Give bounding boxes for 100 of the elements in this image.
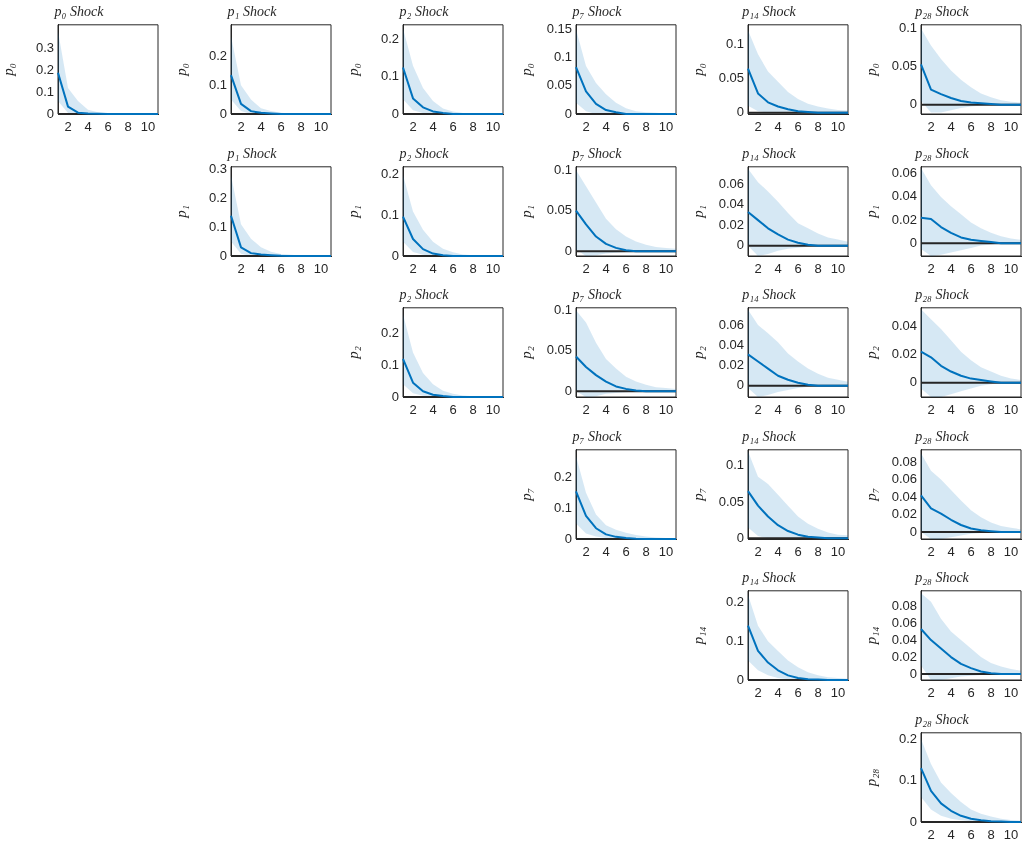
x-tick-label: 10 <box>1003 826 1019 842</box>
y-tick-label: 0 <box>46 105 54 121</box>
y-tick-label: 0.2 <box>35 62 54 78</box>
y-tick-label: 0.04 <box>891 488 917 504</box>
y-axis-title: p₀ <box>862 63 879 77</box>
x-tick-label: 8 <box>987 685 995 701</box>
y-tick-label: 0.04 <box>719 336 745 352</box>
chart-title: p₁ Shock <box>226 145 277 161</box>
y-tick-label: 0.1 <box>553 161 572 177</box>
chart-title: p₂₈ Shock <box>914 4 970 20</box>
x-tick-label: 10 <box>313 260 328 276</box>
chart-title: p₁₄ Shock <box>741 570 797 586</box>
y-tick-label: 0.2 <box>381 324 400 340</box>
x-tick-label: 2 <box>582 260 590 276</box>
y-tick-label: 0.05 <box>546 77 572 93</box>
y-tick-label: 0.02 <box>719 357 745 373</box>
chart-title: p₂ Shock <box>398 145 450 161</box>
y-tick-label: 0 <box>564 105 572 121</box>
x-tick-label: 4 <box>84 119 92 135</box>
y-axis-title: p₇ <box>517 487 534 502</box>
y-tick-label: 0.02 <box>891 648 917 664</box>
x-tick-label: 2 <box>754 119 763 135</box>
x-tick-label: 2 <box>409 119 417 135</box>
y-tick-label: 0.1 <box>726 35 745 51</box>
x-tick-label: 6 <box>622 543 630 559</box>
x-tick-label: 2 <box>754 685 763 701</box>
y-tick-label: 0.05 <box>546 201 572 217</box>
y-tick-label: 0.06 <box>891 470 917 486</box>
y-tick-label: 0 <box>564 530 572 546</box>
y-tick-label: 0.3 <box>35 40 54 56</box>
x-tick-label: 2 <box>754 260 763 276</box>
x-tick-label: 10 <box>831 402 846 418</box>
chart-title: p₁₄ Shock <box>741 145 797 161</box>
x-tick-label: 4 <box>774 685 783 701</box>
x-tick-label: 6 <box>622 402 630 418</box>
y-axis-title: p₂₈ <box>862 767 879 787</box>
y-tick-label: 0.1 <box>898 771 917 787</box>
y-tick-label: 0.02 <box>891 346 917 362</box>
y-tick-label: 0 <box>909 374 917 390</box>
chart-title: p₁₄ Shock <box>741 428 797 444</box>
y-axis-title: p₀ <box>517 63 534 77</box>
x-tick-label: 10 <box>1003 402 1019 418</box>
x-tick-label: 8 <box>814 119 823 135</box>
x-tick-label: 8 <box>814 260 823 276</box>
y-tick-label: 0.1 <box>726 456 745 472</box>
y-axis-title: p₁₄ <box>862 626 879 646</box>
x-tick-label: 10 <box>831 119 846 135</box>
x-tick-label: 8 <box>987 543 995 559</box>
x-tick-label: 8 <box>124 119 132 135</box>
y-tick-label: 0.04 <box>719 195 745 211</box>
y-tick-label: 0.1 <box>898 20 917 36</box>
x-tick-label: 10 <box>485 260 501 276</box>
x-tick-label: 8 <box>296 119 305 135</box>
x-tick-label: 10 <box>831 543 846 559</box>
y-axis-title: p₁ <box>172 204 189 219</box>
x-tick-label: 10 <box>658 119 674 135</box>
x-tick-label: 6 <box>967 826 975 842</box>
x-tick-label: 6 <box>967 685 975 701</box>
chart-title: p₁ Shock <box>226 4 277 20</box>
x-tick-label: 8 <box>296 260 305 276</box>
x-tick-label: 4 <box>947 685 955 701</box>
y-axis-title: p₂ <box>345 346 362 360</box>
x-tick-label: 2 <box>754 543 763 559</box>
x-tick-label: 4 <box>602 543 610 559</box>
y-tick-label: 0.02 <box>891 211 917 227</box>
y-tick-label: 0.1 <box>35 83 54 99</box>
y-tick-label: 0.05 <box>891 58 917 74</box>
y-axis-title: p₀ <box>345 63 362 77</box>
y-tick-label: 0 <box>909 813 917 829</box>
y-tick-label: 0.2 <box>553 468 572 484</box>
x-tick-label: 6 <box>449 402 457 418</box>
x-tick-label: 6 <box>449 260 457 276</box>
x-tick-label: 4 <box>429 119 437 135</box>
y-tick-label: 0.04 <box>891 317 917 333</box>
x-tick-label: 4 <box>774 543 783 559</box>
y-tick-label: 0 <box>909 665 917 681</box>
y-tick-label: 0.2 <box>726 594 745 610</box>
y-tick-label: 0.2 <box>381 165 400 181</box>
y-axis-title: p₇ <box>862 487 879 502</box>
y-tick-label: 0.05 <box>546 342 572 358</box>
y-tick-label: 0.08 <box>891 453 917 469</box>
x-tick-label: 2 <box>754 402 763 418</box>
x-tick-label: 2 <box>927 543 935 559</box>
y-tick-label: 0 <box>909 96 917 112</box>
x-tick-label: 8 <box>814 543 823 559</box>
x-tick-label: 2 <box>927 402 935 418</box>
y-tick-label: 0.1 <box>381 206 400 222</box>
x-tick-label: 8 <box>987 826 995 842</box>
y-tick-label: 0.06 <box>719 316 745 332</box>
y-tick-label: 0.1 <box>381 356 400 372</box>
y-tick-label: 0.1 <box>553 49 572 65</box>
y-axis-title: p₁ <box>517 204 534 219</box>
y-tick-label: 0.1 <box>553 499 572 515</box>
x-tick-label: 6 <box>794 402 803 418</box>
y-tick-label: 0.15 <box>546 20 572 36</box>
chart-title: p₂₈ Shock <box>914 145 970 161</box>
y-axis-title: p₀ <box>690 63 707 77</box>
y-tick-label: 0.04 <box>891 631 917 647</box>
y-tick-label: 0 <box>391 105 400 121</box>
x-tick-label: 6 <box>967 260 975 276</box>
